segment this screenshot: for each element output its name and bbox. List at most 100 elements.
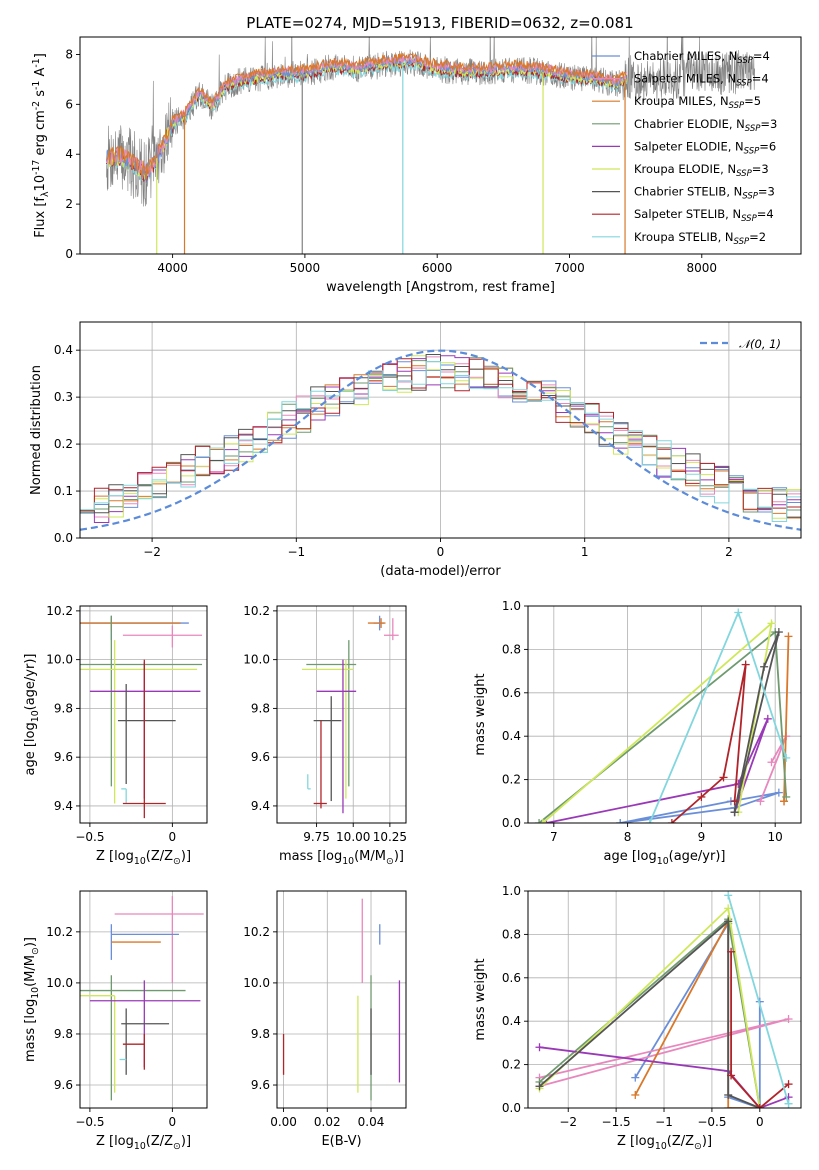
legend-label-eq: =3: [758, 185, 775, 199]
x-tick-label: −1: [287, 545, 305, 559]
y-tick-label: 9.8: [54, 701, 73, 715]
x-tick-label: 6000: [422, 261, 453, 275]
y-tick-label: 10.0: [243, 653, 270, 667]
label-segment: Flux [f: [33, 197, 48, 238]
label-segment: (Z/Z: [146, 1134, 173, 1149]
y-axis-label: Normed distribution: [29, 365, 44, 495]
x-tick-label: −1.5: [602, 1115, 631, 1129]
y-tick-label: 10.0: [46, 653, 73, 667]
model-spectrum-salpeter_miles: [106, 53, 627, 178]
hist-legend: 𝒩(0, 1): [700, 337, 781, 351]
label-segment: 10: [33, 175, 48, 192]
label-segment: )]: [181, 1134, 191, 1149]
axes-frame: [79, 605, 208, 824]
label-segment: s: [33, 90, 48, 101]
y-tick-label: 9.6: [54, 1078, 73, 1092]
y-tick-label: 9.8: [54, 1027, 73, 1041]
x-tick-label: 10.25: [373, 830, 407, 844]
label-segment: -1: [31, 81, 42, 90]
legend-label-chabrier_elodie: Chabrier ELODIE, NSSP=3: [634, 117, 777, 134]
label-segment: Z [log: [96, 849, 134, 864]
x-axis-label: Z [log10(Z/Z⊙)]: [96, 1134, 191, 1152]
label-segment: Normed distribution: [29, 365, 44, 495]
x-axis-label: (data-model)/error: [380, 564, 501, 579]
label-segment: )]: [23, 937, 38, 947]
label-segment: 10: [134, 856, 146, 867]
axes-frame: [527, 605, 802, 824]
axes-mass_vs_Z: −0.5 09.69.810.010.2Z [log10(Z/Z⊙)]mass […: [23, 890, 208, 1152]
x-tick-label: 5000: [290, 261, 321, 275]
x-tick-label: 7000: [554, 261, 585, 275]
label-segment: -1: [31, 58, 42, 67]
x-tick-label: 4000: [157, 261, 188, 275]
y-tick-label: 0.4: [502, 1014, 521, 1028]
label-segment: mass weight: [473, 673, 488, 755]
x-tick-label: 9.75: [303, 830, 330, 844]
x-tick-label: −0.5: [697, 1115, 726, 1129]
legend-label-kroupa_miles: Kroupa MILES, NSSP=5: [634, 94, 761, 111]
x-tick-label: 10.00: [336, 830, 370, 844]
axes-frame: [527, 890, 802, 1109]
x-tick-label: 0: [169, 830, 177, 844]
label-segment: 10: [342, 856, 354, 867]
label-segment: Z [log: [617, 1134, 655, 1149]
y-tick-label: 0.2: [502, 773, 521, 787]
label-segment: Z [log: [96, 1134, 134, 1149]
plot-area-age_vs_Z: [80, 615, 203, 819]
label-segment: ⊙: [173, 856, 181, 867]
legend-label-salpeter_miles: Salpeter MILES, NSSP=4: [634, 72, 769, 89]
y-tick-label: 9.6: [251, 750, 270, 764]
label-segment: (M/M: [354, 849, 386, 864]
label-segment: (data-model)/error: [380, 564, 501, 579]
label-segment: (M/M: [23, 955, 38, 987]
label-segment: λ: [40, 191, 51, 197]
label-segment: A: [33, 68, 48, 81]
legend-label-chabrier_stelib: Chabrier STELIB, NSSP=3: [634, 185, 775, 202]
label-segment: age [log: [604, 849, 657, 864]
legend-label-kroupa_stelib: Kroupa STELIB, NSSP=2: [634, 230, 766, 247]
axes-age_vs_mass: 9.75 10.00 10.25 9.4 9.6 9.8 10.0 10.2 mass [log…: [243, 604, 407, 867]
plot-area-mass_weight_vs_age: [535, 608, 793, 823]
y-tick-label: 9.4: [54, 799, 73, 813]
x-axis-label: E(B-V): [321, 1134, 361, 1149]
legend-label-eq: =5: [744, 94, 761, 108]
x-axis-label: Z [log10(Z/Z⊙)]: [96, 849, 191, 867]
y-tick-label: 9.6: [54, 750, 73, 764]
label-segment: -2: [31, 101, 42, 110]
axes-residual_hist: −2 −1 0 1 2 0.0 0.1 0.2 0.3 0.4 (data-model)/error…: [29, 321, 802, 579]
x-tick-label: 0.04: [358, 1115, 385, 1129]
label-segment: E(B-V): [321, 1134, 361, 1149]
axes-age_vs_Z: −0.5 09.49.69.810.010.2Z [log10(Z/Z⊙)]age…: [23, 604, 208, 867]
label-segment: ⊙: [30, 947, 41, 955]
y-tick-label: 10.2: [46, 925, 73, 939]
legend-label-text: Salpeter ELODIE, N: [634, 139, 744, 153]
y-axis-label: mass weight: [473, 958, 488, 1040]
label-segment: mass weight: [473, 958, 488, 1040]
x-tick-label: 8: [624, 830, 632, 844]
x-tick-label: 8000: [687, 261, 718, 275]
normal-curve: [80, 349, 801, 531]
y-tick-label: 10.0: [243, 976, 270, 990]
y-axis-label: Flux [fλ10-17 erg cm-2 s-1 A-1]: [31, 53, 51, 238]
legend-label-eq: =3: [752, 162, 769, 176]
label-segment: (age/yr)]: [669, 849, 726, 864]
legend-label-text: Salpeter MILES, N: [634, 72, 736, 86]
x-tick-label: 7: [550, 830, 558, 844]
y-tick-label: 0.8: [502, 927, 521, 941]
axes-spectrum: 4000 5000 6000 7000 8000 0 2 4 6 8 wavelength [Ang…: [31, 36, 802, 295]
x-axis-label: mass [log10(M/M⊙)]: [279, 849, 404, 867]
legend-label-text: Chabrier MILES, N: [634, 49, 737, 63]
y-tick-label: 0.2: [502, 1058, 521, 1072]
y-tick-label: 0.2: [54, 437, 73, 451]
label-segment: ]: [33, 53, 48, 58]
y-tick-label: 0.0: [502, 1101, 521, 1115]
label-segment: erg cm: [33, 110, 48, 159]
axes-frame: [79, 321, 802, 539]
label-segment: -17: [31, 160, 42, 175]
y-tick-label: 0.4: [54, 343, 73, 357]
y-tick-label: 10.0: [46, 976, 73, 990]
legend-label-text: Kroupa STELIB, N: [634, 230, 734, 244]
label-segment: wavelength [Angstrom, rest frame]: [326, 280, 555, 295]
